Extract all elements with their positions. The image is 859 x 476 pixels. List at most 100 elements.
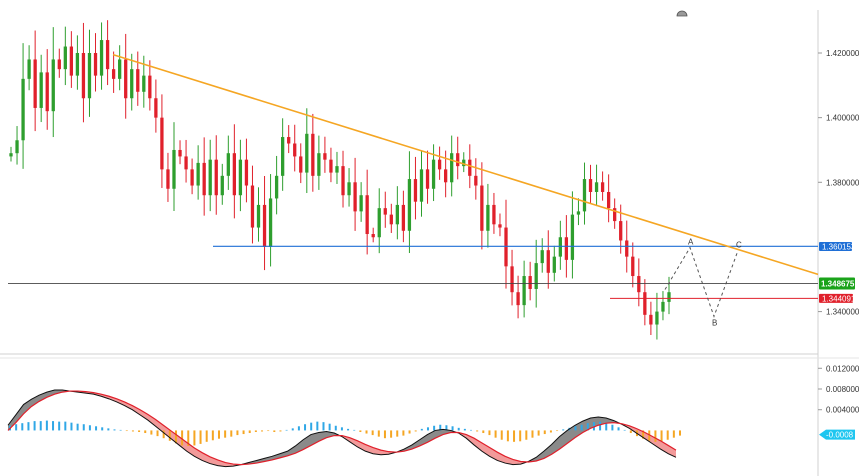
histogram-bar bbox=[599, 421, 602, 431]
price-axis[interactable]: 1.420000 1.400000 1.380000 1.340000 bbox=[818, 49, 859, 317]
histogram-bar bbox=[267, 430, 270, 432]
candle-body bbox=[661, 301, 665, 312]
candle-body bbox=[407, 179, 412, 231]
histogram-bar bbox=[39, 421, 42, 431]
candle-body bbox=[148, 75, 152, 99]
candle-body bbox=[625, 240, 629, 257]
candle-body bbox=[570, 214, 575, 260]
histogram-bar bbox=[187, 430, 190, 446]
target-price-tag: 1.344091 bbox=[819, 293, 856, 303]
osc-tick-label: 0.012000 bbox=[826, 364, 859, 373]
histogram-bar bbox=[181, 430, 184, 446]
candles bbox=[9, 20, 671, 340]
histogram-bar bbox=[500, 430, 503, 440]
candle-body bbox=[105, 40, 110, 70]
candle-body bbox=[552, 256, 556, 273]
current-price-label: 1.348675 bbox=[821, 280, 855, 289]
histogram-bar bbox=[217, 430, 220, 439]
histogram-bar bbox=[310, 422, 313, 431]
candle-body bbox=[226, 153, 230, 176]
candle-body bbox=[498, 224, 502, 228]
oscillator-axis[interactable]: 0.012000 0.008000 0.004000 bbox=[818, 364, 859, 415]
candle-body bbox=[413, 179, 418, 202]
candle-body bbox=[317, 153, 321, 176]
histogram-bar bbox=[531, 430, 534, 438]
histogram-bar bbox=[285, 429, 288, 431]
candle-body bbox=[184, 156, 188, 170]
histogram-bar bbox=[21, 423, 24, 431]
histogram-bar bbox=[390, 430, 393, 438]
oscillator-fill-down bbox=[70, 391, 677, 467]
histogram-bar bbox=[592, 422, 595, 431]
histogram-bar bbox=[451, 426, 454, 431]
histogram-bar bbox=[193, 430, 196, 446]
candle-body bbox=[492, 204, 496, 225]
candle-body bbox=[486, 204, 490, 231]
histogram-bar bbox=[679, 430, 681, 436]
histogram-bar bbox=[408, 430, 411, 434]
candle-body bbox=[619, 221, 623, 241]
histogram-bar bbox=[162, 430, 165, 439]
candle-body bbox=[613, 208, 617, 222]
candle-body bbox=[99, 40, 104, 76]
candle-body bbox=[220, 175, 224, 196]
candle-body bbox=[528, 276, 532, 289]
support-price-label: 1.360153 bbox=[822, 242, 856, 251]
histogram-bar bbox=[396, 430, 399, 437]
candle-body bbox=[214, 159, 218, 196]
circle-marker-icon[interactable] bbox=[676, 10, 688, 17]
histogram-bar bbox=[340, 427, 343, 431]
candle-body bbox=[359, 195, 363, 212]
histogram-bar bbox=[383, 430, 386, 439]
candle-body bbox=[576, 211, 581, 215]
candle-body bbox=[124, 59, 128, 99]
histogram-bar bbox=[365, 430, 368, 434]
histogram-bar bbox=[236, 430, 239, 436]
candle-body bbox=[540, 250, 544, 264]
candle-body bbox=[468, 159, 472, 176]
histogram-bar bbox=[15, 424, 18, 431]
histogram-bar bbox=[304, 424, 307, 431]
candle-body bbox=[371, 234, 375, 238]
current-price-tag: 1.348675 bbox=[819, 277, 855, 290]
candle-body bbox=[27, 59, 31, 79]
candle-body bbox=[462, 159, 466, 167]
candle-body bbox=[546, 250, 550, 273]
candle-body bbox=[522, 276, 526, 306]
candle-body bbox=[311, 133, 315, 176]
candle-body bbox=[250, 185, 255, 228]
price-tick-label: 1.400000 bbox=[826, 114, 859, 123]
candle-body bbox=[353, 182, 357, 212]
histogram-bar bbox=[648, 430, 651, 441]
histogram-bar bbox=[377, 430, 380, 437]
histogram-bar bbox=[488, 430, 491, 436]
candle-body bbox=[335, 166, 339, 173]
candle-body bbox=[69, 46, 74, 76]
histogram-bar bbox=[248, 430, 251, 434]
candle-body bbox=[172, 149, 176, 189]
candle-body bbox=[87, 52, 92, 99]
candle-body bbox=[111, 69, 116, 79]
histogram-bar bbox=[125, 430, 128, 432]
histogram-bar bbox=[279, 430, 282, 432]
histogram-bar bbox=[672, 430, 675, 438]
candle-body bbox=[57, 59, 61, 70]
candle-body bbox=[588, 179, 593, 192]
candle-body bbox=[21, 78, 25, 141]
histogram-bar bbox=[316, 421, 319, 431]
histogram-bar bbox=[660, 430, 663, 442]
histogram-bar bbox=[322, 422, 325, 431]
candle-body bbox=[377, 208, 381, 238]
histogram-bar bbox=[506, 430, 509, 442]
histogram-bar bbox=[297, 426, 300, 431]
candle-body bbox=[299, 156, 303, 173]
histogram-bar bbox=[359, 430, 362, 432]
candle-body bbox=[196, 162, 200, 186]
histogram-bar bbox=[463, 428, 466, 431]
candle-body bbox=[631, 256, 635, 277]
candle-body bbox=[329, 159, 333, 173]
histogram-bar bbox=[586, 423, 589, 431]
candle-body bbox=[425, 169, 430, 189]
trendline[interactable] bbox=[112, 53, 819, 276]
